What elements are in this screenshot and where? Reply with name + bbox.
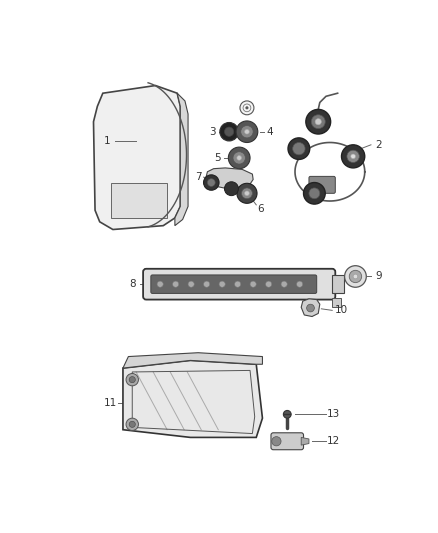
Text: 2: 2 — [375, 140, 382, 150]
Circle shape — [126, 374, 138, 386]
Polygon shape — [123, 360, 262, 438]
Circle shape — [173, 281, 179, 287]
Text: 1: 1 — [104, 136, 111, 146]
Circle shape — [304, 182, 325, 204]
Text: 6: 6 — [257, 204, 263, 214]
Text: 4: 4 — [267, 127, 273, 137]
Circle shape — [220, 123, 238, 141]
Circle shape — [351, 154, 356, 159]
Circle shape — [224, 127, 234, 136]
Circle shape — [157, 281, 163, 287]
Circle shape — [240, 101, 254, 115]
Circle shape — [342, 145, 365, 168]
FancyBboxPatch shape — [271, 433, 304, 450]
Circle shape — [307, 304, 314, 312]
Circle shape — [204, 175, 219, 190]
Circle shape — [208, 179, 215, 187]
Circle shape — [347, 150, 359, 163]
Text: 10: 10 — [335, 305, 348, 316]
Polygon shape — [175, 93, 188, 225]
Circle shape — [245, 191, 249, 196]
Circle shape — [129, 377, 135, 383]
FancyBboxPatch shape — [151, 275, 317, 294]
Polygon shape — [301, 438, 309, 445]
Circle shape — [129, 421, 135, 427]
Circle shape — [283, 410, 291, 418]
Circle shape — [309, 188, 320, 199]
Text: 8: 8 — [129, 279, 136, 289]
Circle shape — [204, 281, 210, 287]
Circle shape — [237, 156, 241, 160]
Text: 11: 11 — [104, 398, 117, 408]
Polygon shape — [332, 275, 344, 294]
Circle shape — [224, 182, 238, 196]
Polygon shape — [332, 298, 342, 308]
Polygon shape — [110, 183, 167, 218]
Polygon shape — [123, 353, 262, 368]
Circle shape — [265, 281, 272, 287]
Circle shape — [246, 107, 248, 109]
Circle shape — [297, 281, 303, 287]
Circle shape — [306, 109, 331, 134]
Circle shape — [188, 281, 194, 287]
Circle shape — [235, 281, 241, 287]
Circle shape — [250, 281, 256, 287]
Circle shape — [237, 183, 257, 203]
Polygon shape — [206, 168, 253, 188]
FancyBboxPatch shape — [309, 176, 336, 193]
Text: 13: 13 — [327, 409, 340, 419]
Circle shape — [288, 138, 310, 159]
Circle shape — [245, 130, 249, 134]
Circle shape — [233, 152, 245, 164]
Circle shape — [353, 274, 358, 279]
Text: 7: 7 — [195, 172, 201, 182]
Circle shape — [241, 188, 252, 199]
Text: 5: 5 — [214, 153, 221, 163]
Circle shape — [241, 126, 253, 138]
Circle shape — [311, 115, 325, 128]
Circle shape — [345, 265, 366, 287]
Circle shape — [126, 418, 138, 431]
Polygon shape — [301, 299, 320, 317]
FancyBboxPatch shape — [143, 269, 336, 300]
Circle shape — [219, 281, 225, 287]
Circle shape — [281, 281, 287, 287]
Text: 12: 12 — [327, 436, 340, 446]
Circle shape — [272, 437, 281, 446]
Text: 3: 3 — [209, 127, 215, 137]
Polygon shape — [93, 85, 180, 230]
Circle shape — [228, 147, 250, 168]
Circle shape — [293, 142, 305, 155]
Circle shape — [349, 270, 362, 282]
Circle shape — [315, 119, 321, 125]
Circle shape — [236, 121, 258, 142]
Text: 9: 9 — [375, 271, 382, 281]
